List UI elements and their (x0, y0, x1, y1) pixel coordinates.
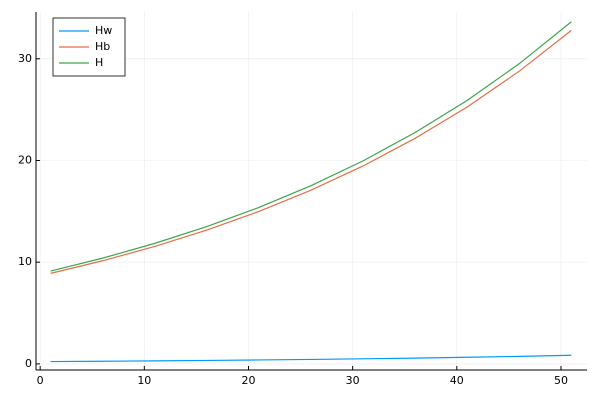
line (50, 354, 572, 363)
x-tick-label: 20 (241, 374, 255, 387)
x-tick-label: 40 (450, 374, 464, 387)
legend-label: H (95, 56, 103, 69)
legend: Hw Hb H (52, 17, 126, 77)
line (50, 21, 572, 272)
y-tick-label: 30 (18, 52, 32, 65)
line (50, 29, 572, 274)
y-tick-label: 0 (25, 357, 32, 370)
x-tick-label: 0 (37, 374, 44, 387)
x-tick-label: 50 (554, 374, 568, 387)
legend-label: Hw (95, 24, 112, 37)
y-tick-label: 10 (18, 255, 32, 268)
x-tick-label: 30 (346, 374, 360, 387)
y-tick-label: 20 (18, 153, 32, 166)
legend-label: Hb (95, 40, 110, 53)
x-tick-label: 10 (137, 374, 151, 387)
